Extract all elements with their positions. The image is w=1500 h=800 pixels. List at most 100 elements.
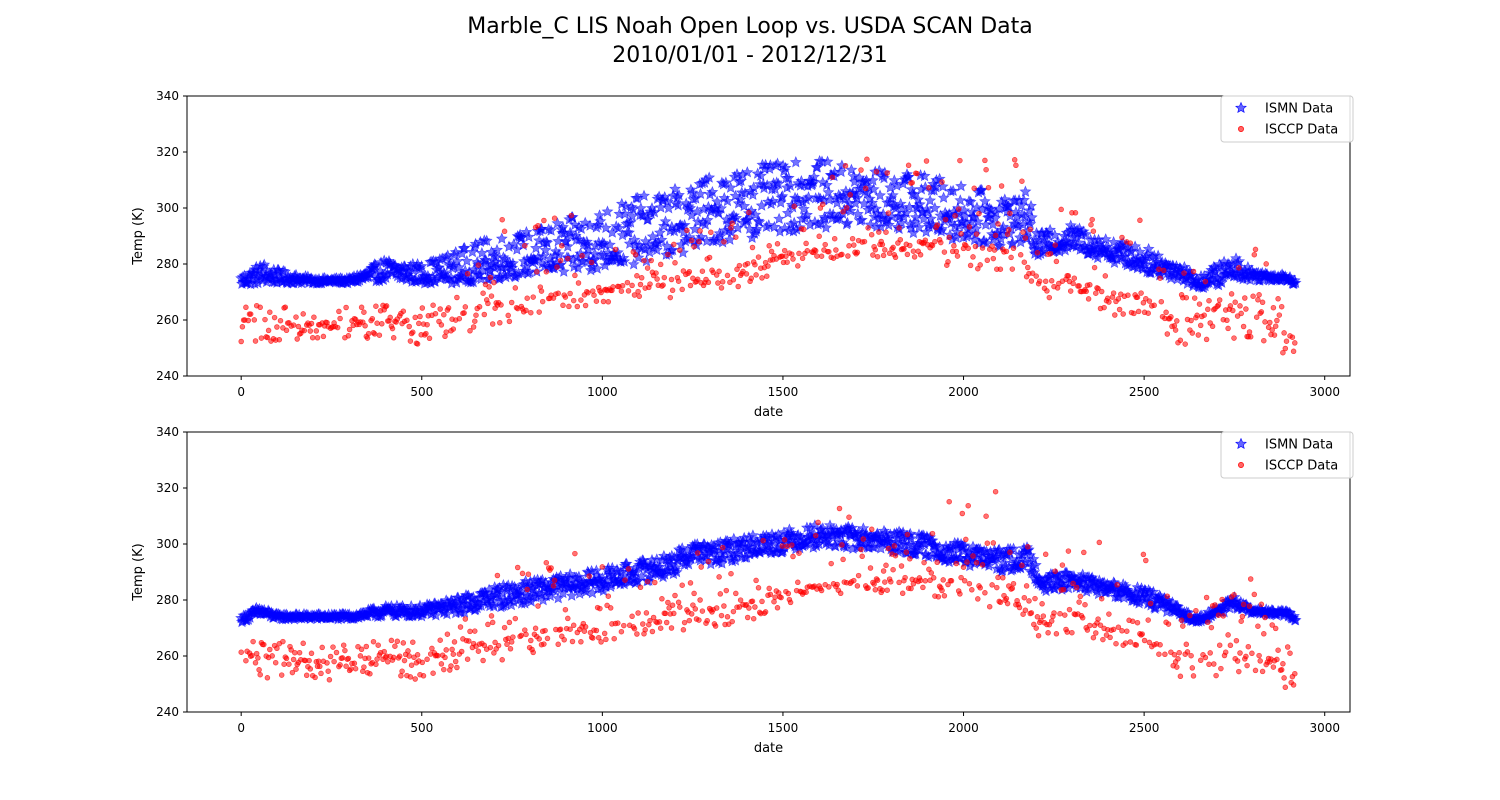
isccp-point bbox=[1162, 651, 1168, 658]
isccp-point bbox=[1205, 619, 1211, 626]
isccp-point bbox=[637, 584, 644, 591]
isccp-point bbox=[839, 542, 845, 548]
isccp-point bbox=[1047, 250, 1054, 257]
isccp-point bbox=[791, 203, 797, 210]
legend-star-marker bbox=[1235, 437, 1247, 450]
isccp-point bbox=[1247, 576, 1254, 582]
isccp-point bbox=[697, 228, 703, 234]
ismn-point bbox=[1025, 211, 1038, 223]
isccp-point bbox=[1040, 613, 1047, 619]
isccp-point bbox=[873, 169, 880, 175]
ismn-point bbox=[451, 255, 464, 267]
isccp-point bbox=[846, 514, 852, 520]
ismn-point bbox=[900, 206, 913, 219]
isccp-point bbox=[735, 283, 741, 290]
isccp-point bbox=[530, 649, 536, 656]
isccp-point bbox=[288, 647, 294, 653]
y-tick-label: 320 bbox=[156, 481, 179, 495]
isccp-point bbox=[251, 317, 258, 323]
isccp-point bbox=[300, 640, 306, 647]
isccp-point bbox=[560, 302, 566, 309]
isccp-point bbox=[1122, 640, 1129, 646]
isccp-point bbox=[1051, 610, 1057, 616]
legend: ISMN Data ISCCP Data bbox=[1220, 431, 1354, 479]
isccp-point bbox=[649, 628, 656, 635]
isccp-point bbox=[691, 590, 697, 597]
isccp-point bbox=[491, 279, 497, 286]
isccp-point bbox=[1202, 654, 1209, 661]
isccp-point bbox=[1071, 275, 1078, 281]
ismn-point bbox=[557, 265, 570, 277]
isccp-point bbox=[256, 667, 262, 673]
isccp-point bbox=[661, 274, 668, 281]
isccp-point bbox=[637, 281, 644, 288]
isccp-point bbox=[1181, 270, 1187, 276]
isccp-point bbox=[499, 657, 505, 663]
ismn-point bbox=[866, 196, 879, 209]
y-tick-label: 260 bbox=[156, 313, 179, 327]
isccp-point bbox=[1182, 341, 1188, 347]
ismn-point bbox=[673, 188, 685, 201]
isccp-point bbox=[1253, 314, 1260, 320]
isccp-point bbox=[941, 593, 948, 599]
isccp-point bbox=[1151, 302, 1157, 309]
ismn-point bbox=[964, 195, 977, 208]
isccp-point bbox=[462, 304, 469, 310]
isccp-point bbox=[1250, 293, 1256, 299]
isccp-point bbox=[512, 285, 519, 291]
isccp-point bbox=[1115, 624, 1122, 630]
x-tick-label: 1500 bbox=[768, 721, 799, 735]
isccp-point bbox=[733, 590, 739, 597]
isccp-point bbox=[642, 627, 648, 633]
isccp-point bbox=[766, 243, 772, 249]
y-tick-label: 240 bbox=[156, 369, 179, 383]
ismn-point bbox=[653, 226, 666, 238]
isccp-point bbox=[744, 260, 751, 267]
isccp-point bbox=[1139, 631, 1145, 637]
isccp-point bbox=[420, 673, 427, 679]
isccp-point bbox=[1029, 270, 1036, 276]
isccp-point bbox=[600, 298, 607, 305]
isccp-point bbox=[650, 614, 657, 621]
isccp-point bbox=[871, 581, 877, 587]
isccp-point bbox=[424, 656, 430, 663]
isccp-point bbox=[1019, 178, 1025, 184]
isccp-point bbox=[492, 639, 498, 646]
isccp-point bbox=[488, 293, 495, 299]
isccp-point bbox=[1091, 264, 1098, 271]
isccp-point bbox=[497, 320, 503, 326]
isccp-point bbox=[957, 591, 963, 597]
isccp-point bbox=[1231, 591, 1237, 598]
isccp-point bbox=[412, 676, 418, 682]
isccp-point bbox=[992, 488, 999, 495]
isccp-point bbox=[1281, 675, 1287, 681]
ismn-point bbox=[1029, 558, 1042, 571]
ismn-point bbox=[506, 261, 519, 274]
isccp-point bbox=[958, 574, 964, 581]
isccp-point bbox=[721, 603, 727, 609]
isccp-point bbox=[675, 599, 682, 606]
isccp-point bbox=[435, 652, 441, 659]
ismn-point bbox=[670, 566, 683, 578]
isccp-point bbox=[365, 330, 372, 337]
isccp-point bbox=[991, 247, 998, 253]
isccp-point bbox=[475, 262, 482, 268]
isccp-point bbox=[1067, 288, 1074, 294]
x-tick-label: 2500 bbox=[1129, 721, 1160, 735]
isccp-point bbox=[426, 335, 433, 342]
isccp-point bbox=[1021, 259, 1028, 265]
isccp-point bbox=[716, 574, 722, 580]
isccp-point bbox=[1259, 299, 1266, 306]
isccp-point bbox=[271, 314, 278, 321]
ismn-point bbox=[666, 243, 679, 256]
isccp-point bbox=[417, 313, 423, 320]
isccp-point bbox=[1174, 664, 1180, 670]
isccp-point bbox=[569, 638, 576, 645]
ismn-point bbox=[655, 233, 668, 246]
isccp-point bbox=[1045, 630, 1051, 636]
isccp-point bbox=[946, 234, 952, 241]
isccp-point bbox=[390, 654, 397, 661]
ismn-point bbox=[599, 221, 612, 234]
isccp-point bbox=[1278, 667, 1285, 673]
isccp-point bbox=[672, 592, 678, 599]
